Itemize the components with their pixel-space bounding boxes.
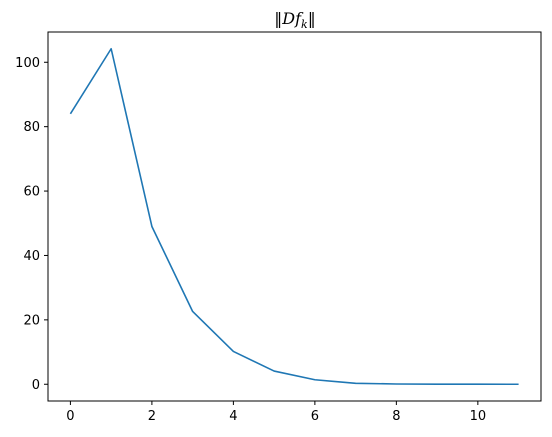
y-tick-label: 40 — [23, 249, 40, 264]
y-tick-label: 80 — [23, 120, 40, 135]
x-tick-label: 2 — [148, 409, 156, 424]
x-tick-label: 8 — [392, 409, 400, 424]
series-line-0 — [69, 47, 519, 386]
x-tick-label: 6 — [311, 409, 319, 424]
y-tick-label: 0 — [32, 378, 40, 393]
x-tick-label: 4 — [229, 409, 237, 424]
chart-title: ‖Dfk‖ — [274, 9, 315, 31]
x-tick-label: 10 — [470, 409, 487, 424]
plot-area — [47, 31, 542, 402]
y-tick-label: 20 — [23, 313, 40, 328]
y-axis: 0 20 40 60 80 100 — [15, 56, 48, 393]
series-group — [69, 47, 519, 386]
y-tick-label: 100 — [15, 56, 40, 71]
x-tick-label: 0 — [66, 409, 74, 424]
x-axis: 0 2 4 6 8 10 — [66, 401, 486, 424]
y-tick-label: 60 — [23, 185, 40, 200]
